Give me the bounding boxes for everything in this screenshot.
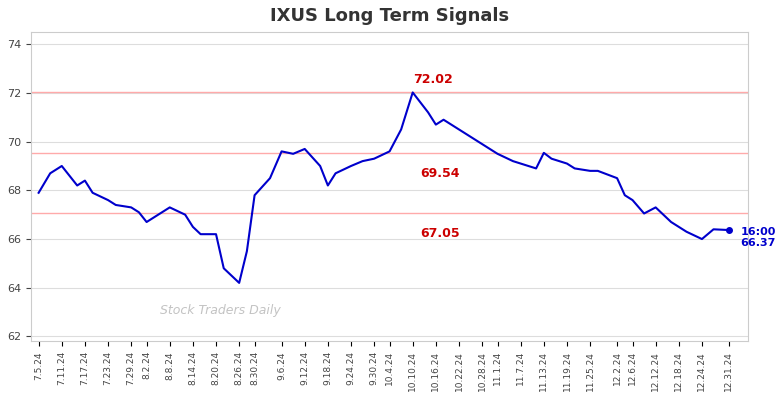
Text: 69.54: 69.54 xyxy=(420,168,460,180)
Text: Stock Traders Daily: Stock Traders Daily xyxy=(160,304,281,316)
Title: IXUS Long Term Signals: IXUS Long Term Signals xyxy=(270,7,509,25)
Text: 72.02: 72.02 xyxy=(412,73,452,86)
Text: 16:00
66.37: 16:00 66.37 xyxy=(741,226,776,248)
Text: 67.05: 67.05 xyxy=(420,227,460,240)
